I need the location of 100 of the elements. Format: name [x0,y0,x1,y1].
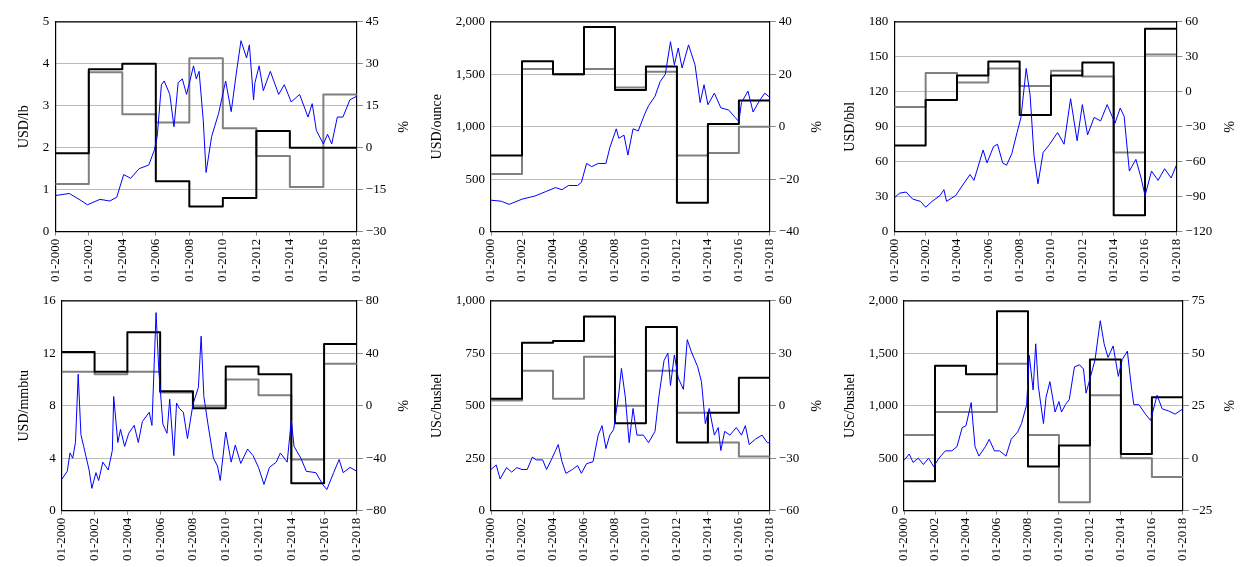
y-axis-title: USD/mmbtu [16,369,32,442]
y2-tick-label: 20 [778,65,792,81]
x-tick-label: 01-2008 [184,517,200,562]
y-tick-label: 120 [868,83,889,99]
x-tick-label: 01-2018 [761,238,777,283]
x-tick-label: 01-2004 [113,238,129,283]
y-tick-label: 0 [42,223,50,239]
y2-tick-label: 0 [778,397,786,413]
y2-tick-label: −40 [778,223,800,239]
x-tick-label: 01-2014 [699,238,715,283]
x-tick-label: 01-2006 [979,238,995,283]
y-tick-label: 1,000 [868,397,899,413]
y2-tick-label: 60 [1185,13,1199,29]
y2-tick-label: 0 [365,139,373,155]
y-tick-label: 4 [49,449,57,465]
x-tick-label: 01-2018 [348,238,364,283]
x-tick-label: 01-2002 [80,238,96,283]
x-tick-label: 01-2012 [1073,238,1089,283]
x-tick-label: 01-2018 [761,517,777,562]
y-axis-title: USD/ounce [429,94,445,160]
y2-tick-label: 15 [365,97,379,113]
y-tick-label: 1,500 [868,344,899,360]
y2-axis-title: % [1220,399,1236,412]
x-tick-label: 01-2000 [482,517,498,562]
x-tick-label: 01-2008 [606,517,622,562]
x-tick-label: 01-2002 [86,517,102,562]
y-tick-label: 500 [878,449,899,465]
x-tick-label: 01-2008 [1019,517,1035,562]
y2-tick-label: 40 [778,13,792,29]
x-tick-label: 01-2002 [513,238,529,283]
y-tick-label: 2,000 [455,13,486,29]
y2-tick-label: −15 [365,181,387,197]
x-tick-label: 01-2000 [885,238,901,283]
y-tick-label: 2,000 [868,292,899,308]
x-tick-label: 01-2012 [668,517,684,562]
y-axis-title: USD/lb [16,105,32,149]
x-tick-label: 01-2000 [46,238,62,283]
x-tick-label: 01-2008 [180,238,196,283]
y-tick-label: 3 [42,97,50,113]
x-tick-label: 01-2010 [214,238,230,283]
y2-axis-title: % [807,399,823,412]
x-tick-label: 01-2006 [575,238,591,283]
y-tick-label: 60 [875,153,889,169]
x-tick-label: 01-2018 [1174,517,1190,562]
x-tick-label: 01-2014 [1112,517,1128,562]
x-tick-label: 01-2010 [1050,517,1066,562]
x-tick-label: 01-2016 [314,238,330,283]
y2-tick-label: 0 [1191,449,1199,465]
y-axis-title: USc/bushel [842,373,858,439]
y-tick-label: 250 [465,449,486,465]
y2-tick-label: 0 [1185,83,1192,99]
y2-tick-label: 75 [1191,292,1205,308]
y2-tick-label: 30 [365,55,379,71]
x-tick-label: 01-2008 [606,238,622,283]
x-tick-label: 01-2014 [281,238,297,283]
x-tick-label: 01-2002 [926,517,942,562]
x-tick-label: 01-2018 [1167,238,1183,283]
y-axis-title: USc/bushel [429,373,445,439]
y2-axis-title: % [394,399,410,412]
x-tick-label: 01-2004 [544,238,560,283]
y2-tick-label: 0 [778,118,786,134]
x-tick-label: 01-2012 [249,517,265,562]
y2-tick-label: 40 [365,344,379,360]
y2-tick-label: −60 [778,502,800,518]
y-tick-label: 750 [465,344,486,360]
y-tick-label: 0 [478,223,486,239]
x-tick-label: 01-2010 [1042,238,1058,283]
y2-tick-label: −20 [778,170,800,186]
y-tick-label: 180 [868,13,889,29]
x-tick-label: 01-2000 [482,238,498,283]
x-tick-label: 01-2006 [575,517,591,562]
y-tick-label: 0 [891,502,899,518]
y2-tick-label: 80 [365,292,379,308]
x-tick-label: 01-2000 [895,517,911,562]
y2-tick-label: −30 [365,223,387,239]
x-tick-label: 01-2004 [957,517,973,562]
y-tick-label: 8 [49,397,56,413]
y2-tick-label: 25 [1191,397,1205,413]
y2-tick-label: −40 [365,449,387,465]
y2-axis-title: % [807,120,823,133]
x-tick-label: 01-2016 [315,517,331,562]
y-tick-label: 500 [465,397,486,413]
y-tick-label: 4 [42,55,50,71]
x-tick-label: 01-2006 [147,238,163,283]
y-tick-label: 1,500 [455,65,486,81]
y2-tick-label: −30 [1185,118,1206,134]
x-tick-label: 01-2000 [53,517,69,562]
y-tick-label: 0 [49,502,56,518]
x-tick-label: 01-2006 [988,517,1004,562]
y-tick-label: 12 [42,344,56,360]
x-tick-label: 01-2008 [1011,238,1027,283]
y2-tick-label: −90 [1185,188,1206,204]
y2-tick-label: 45 [365,13,379,29]
x-tick-label: 01-2010 [217,517,233,562]
x-tick-label: 01-2004 [948,238,964,283]
x-tick-label: 01-2012 [668,238,684,283]
x-tick-label: 01-2004 [118,517,134,562]
y-tick-label: 1,000 [455,118,486,134]
x-tick-label: 01-2016 [730,517,746,562]
y-tick-label: 16 [42,292,57,308]
